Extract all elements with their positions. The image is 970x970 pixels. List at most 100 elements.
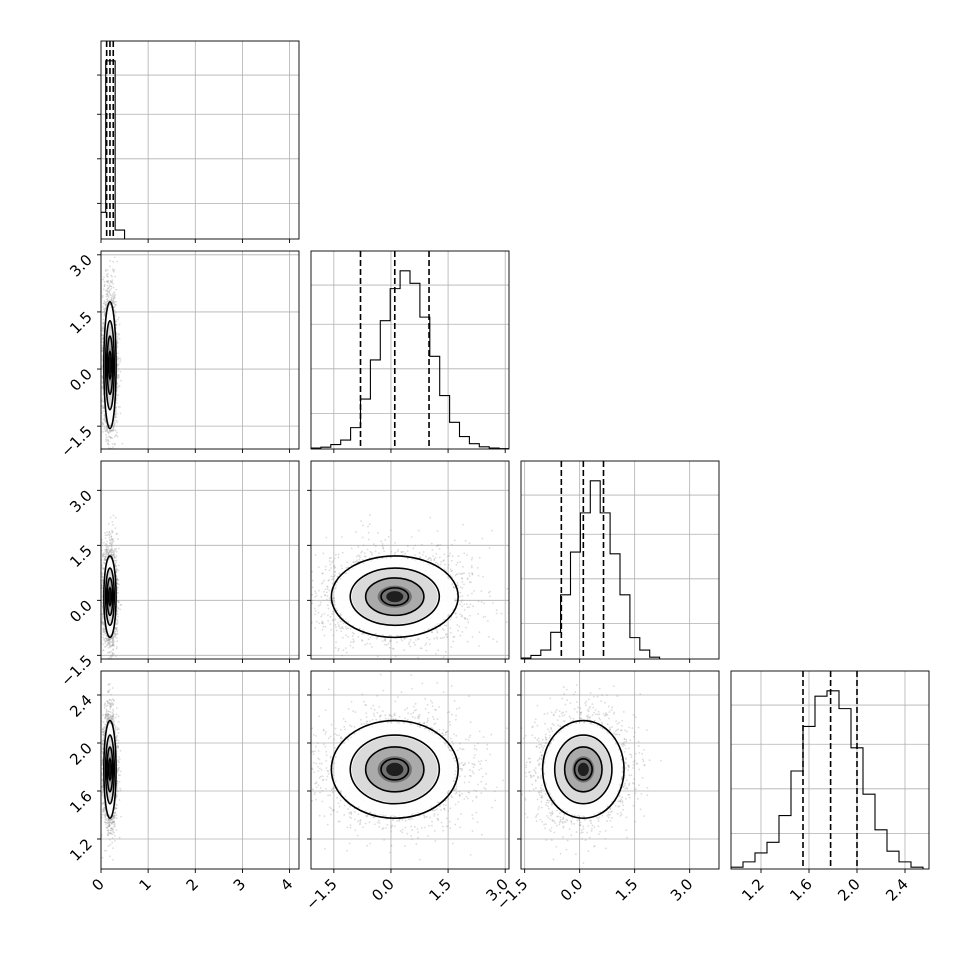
sample-point [104, 308, 107, 310]
sample-point [115, 550, 118, 553]
sample-point [112, 452, 114, 454]
sample-point [115, 419, 118, 422]
sample-point [115, 412, 118, 415]
sample-point [116, 569, 118, 572]
sample-point [115, 636, 118, 639]
sample-point [112, 648, 114, 651]
sample-point [114, 422, 116, 425]
sample-point [108, 291, 111, 293]
sample-point [107, 638, 110, 641]
sample-point [110, 553, 113, 556]
sample-point [101, 325, 104, 328]
sample-point [108, 424, 111, 427]
sample-point [112, 269, 115, 272]
sample-point [110, 287, 113, 290]
sample-point [110, 543, 113, 546]
sample-point [102, 553, 104, 556]
sample-point [119, 604, 122, 606]
sample-point [99, 603, 101, 605]
sample-point [101, 595, 104, 598]
sample-point [110, 429, 113, 432]
sample-point [107, 639, 110, 641]
sample-point [112, 300, 115, 303]
sample-point [114, 409, 117, 412]
sample-point [109, 539, 111, 541]
sample-point [114, 527, 117, 530]
sample-point [117, 394, 120, 396]
sample-point [105, 436, 108, 439]
sample-point [109, 644, 112, 646]
sample-point [109, 542, 111, 545]
sample-point [110, 299, 113, 302]
sample-point [117, 405, 120, 408]
sample-point [102, 410, 105, 412]
sample-point [112, 540, 115, 543]
sample-point [106, 300, 109, 302]
contour-line [103, 301, 117, 430]
sample-point [106, 429, 108, 432]
sample-point [110, 429, 113, 432]
sample-point [117, 363, 120, 366]
sample-point [101, 337, 104, 340]
sample-point [110, 298, 113, 301]
sample-point [111, 644, 114, 647]
sample-point [107, 287, 110, 290]
sample-point [115, 571, 118, 573]
sample-point [118, 333, 120, 336]
panel-frame [730, 670, 930, 870]
sample-point [107, 553, 110, 556]
sample-point [105, 551, 108, 554]
sample-point [110, 299, 113, 301]
sample-point [110, 548, 113, 551]
sample-point [111, 521, 114, 523]
sample-point [112, 552, 115, 555]
sample-point [117, 569, 120, 572]
sample-point [105, 454, 107, 456]
sample-point [103, 622, 105, 625]
sample-point [112, 554, 115, 556]
sample-point [104, 430, 107, 433]
sample-point [106, 534, 109, 537]
sample-point [103, 557, 106, 560]
sample-point [107, 552, 110, 554]
sample-point [101, 584, 103, 587]
sample-point [113, 633, 116, 636]
sample-point [111, 639, 114, 642]
sample-point [107, 638, 110, 641]
sample-point [114, 410, 117, 413]
sample-point [108, 531, 111, 533]
sample-point [101, 411, 103, 414]
sample-point [105, 302, 108, 305]
sample-point [114, 516, 117, 519]
sample-point [102, 288, 105, 291]
sample-point [109, 429, 112, 432]
sample-point [113, 424, 116, 427]
sample-point [102, 553, 105, 556]
sample-point [101, 613, 104, 615]
sample-point [112, 644, 115, 646]
sample-point [110, 455, 112, 457]
sample-point [98, 373, 100, 375]
panel-layer: 1.2 1.6 2.0 2.4−1.50.01.53.0−1.50.01.53.00 1… [57, 40, 930, 914]
sample-point [105, 549, 108, 552]
sample-point [102, 615, 104, 617]
sample-point [109, 285, 112, 288]
sample-point [102, 643, 105, 646]
sample-point [115, 300, 118, 303]
sample-point [102, 406, 105, 409]
sample-point [117, 599, 119, 602]
sample-point [112, 260, 115, 263]
sample-point [110, 550, 112, 553]
sample-point [101, 422, 104, 425]
sample-point [104, 537, 107, 539]
sample-point [116, 342, 119, 345]
sample-point [102, 636, 104, 639]
sample-point [102, 406, 105, 409]
sample-point [111, 281, 114, 283]
sample-point [108, 450, 110, 452]
sample-point [108, 282, 111, 285]
sample-point [101, 616, 104, 619]
sample-point [102, 627, 105, 630]
sample-point [112, 638, 114, 640]
sample-point [116, 578, 119, 580]
